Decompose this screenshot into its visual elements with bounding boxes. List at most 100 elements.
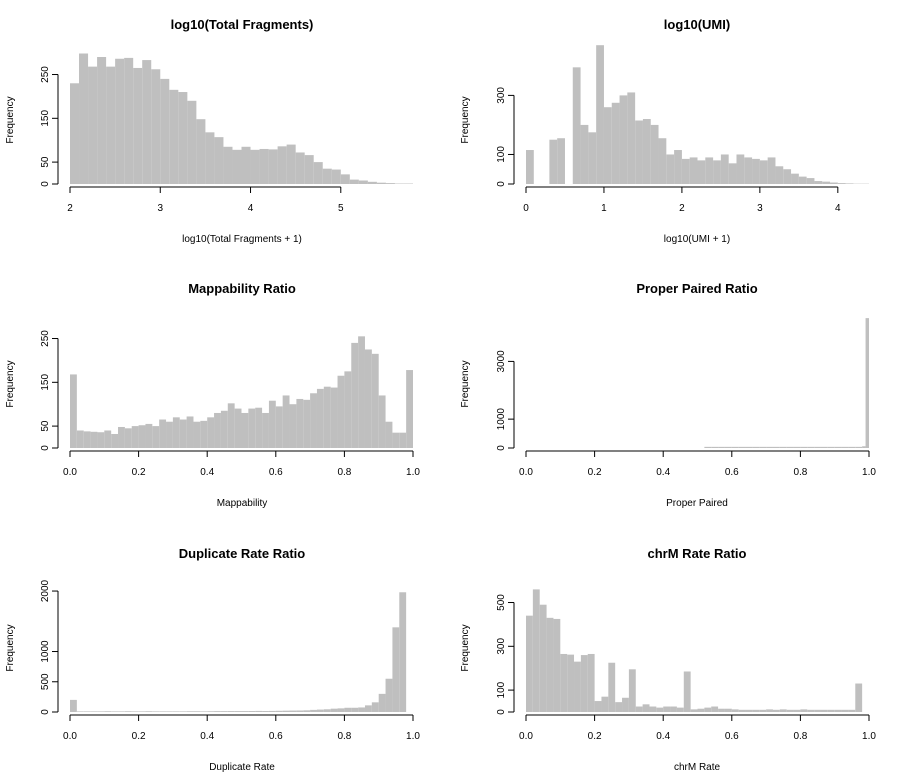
y-axis-label: Frequency (460, 624, 471, 671)
panel-title: log10(Total Fragments) (171, 17, 314, 32)
x-tick-label: 0.4 (656, 731, 670, 742)
histogram-bar (834, 446, 842, 448)
x-tick-label: 1.0 (862, 731, 876, 742)
y-axis: 0 50 150 250 (40, 330, 59, 451)
histogram-bar (767, 157, 776, 184)
y-tick-label: 0 (40, 709, 51, 715)
y-tick-label: 150 (40, 374, 51, 391)
panel-title: Duplicate Rate Ratio (179, 546, 305, 561)
x-tick-label: 4 (835, 203, 841, 214)
histogram-bar (268, 400, 276, 448)
histogram-bar (160, 78, 170, 184)
histogram-bar (207, 711, 215, 712)
histogram-bar (627, 92, 636, 184)
histogram-bar (323, 386, 331, 448)
histogram-bar (814, 181, 823, 184)
histogram-bar (200, 420, 208, 448)
histogram-bar (820, 446, 828, 448)
histogram-bar (588, 132, 597, 184)
histogram-bar (642, 704, 650, 712)
bars (526, 45, 869, 184)
y-axis: 0 100 300 (496, 87, 515, 187)
histogram-bar (358, 180, 368, 184)
x-tick-label: 0.8 (793, 731, 807, 742)
x-tick-label: 0.0 (519, 731, 533, 742)
histogram-bar (255, 710, 263, 712)
histogram-bar (683, 671, 691, 712)
bars (70, 336, 413, 448)
histogram-bar (316, 388, 324, 448)
panel-title: chrM Rate Ratio (648, 546, 747, 561)
histogram-bar (88, 66, 98, 184)
histogram-bar (104, 430, 112, 448)
histogram-bar (200, 711, 208, 712)
x-tick-label: 0.2 (132, 467, 146, 478)
histogram-bar (772, 446, 780, 448)
histogram-bar (97, 711, 105, 712)
x-tick-label: 0.8 (337, 467, 351, 478)
x-tick-label: 0.0 (63, 467, 77, 478)
histogram-bar (697, 160, 706, 184)
histogram-bar (649, 706, 657, 712)
histogram-bar (681, 158, 690, 184)
histogram-bar (286, 144, 296, 184)
histogram-bar (227, 711, 235, 712)
histogram-bar (378, 693, 386, 712)
histogram-bar (220, 711, 228, 712)
histogram-bar (133, 67, 143, 184)
histogram-bar (172, 417, 180, 448)
histogram-bar (406, 370, 413, 448)
histogram-bar (232, 149, 242, 184)
histogram-bar (793, 446, 801, 448)
histogram-bar (594, 701, 602, 712)
histogram-bar (331, 169, 341, 184)
x-tick-label: 0.8 (793, 467, 807, 478)
histogram-bar (546, 617, 554, 712)
histogram-bar (178, 92, 188, 184)
histogram-bar (214, 711, 221, 712)
histogram-bar (295, 152, 305, 184)
histogram-bar (820, 709, 828, 712)
histogram-bar (752, 709, 760, 712)
x-tick-label: 0.0 (519, 467, 533, 478)
x-axis-label: Proper Paired (666, 498, 728, 509)
histogram-bar (619, 95, 628, 184)
histogram-bar (90, 431, 98, 448)
histogram-bar (268, 149, 278, 184)
histogram-bar (539, 604, 547, 712)
panel-chrm-rate: chrM Rate Ratio Frequency chrM Rate 0.0 0… (460, 546, 876, 773)
x-axis: 0.0 0.2 0.4 0.6 0.8 1.0 (519, 714, 876, 742)
histogram-bar (313, 162, 323, 184)
y-tick-label: 500 (40, 673, 51, 690)
histogram-bar (841, 709, 849, 712)
histogram-bar (259, 148, 269, 184)
histogram-bar (152, 426, 160, 448)
histogram-bar (90, 711, 98, 712)
histogram-bar (106, 66, 116, 184)
y-tick-label: 50 (40, 156, 51, 168)
y-axis: 0 1000 3000 (496, 350, 515, 451)
histogram-bar (275, 710, 283, 712)
histogram-bar (255, 407, 263, 448)
histogram-bar (196, 119, 206, 184)
histogram-bar (145, 423, 153, 448)
histogram-bar (783, 169, 792, 184)
histogram-bar (656, 707, 664, 712)
histogram-bar (234, 711, 242, 712)
histogram-bar (371, 353, 379, 448)
histogram-bar (807, 709, 815, 712)
panel-mappability: Mappability Ratio Frequency Mappability … (5, 281, 420, 509)
histogram-bar (574, 661, 581, 712)
y-tick-label: 250 (40, 66, 51, 83)
histogram-bar (186, 711, 194, 712)
histogram-bar (205, 132, 215, 184)
histogram-bar (526, 150, 534, 184)
panel-total-fragments: log10(Total Fragments) Frequency log10(T… (5, 17, 413, 245)
histogram-bar (596, 45, 604, 184)
histogram-bar (344, 707, 352, 712)
x-axis: 2 3 4 5 (67, 186, 344, 214)
histogram-bar (223, 146, 233, 184)
x-tick-label: 0.6 (725, 467, 739, 478)
histogram-bar (282, 395, 290, 448)
histogram-bar (704, 446, 712, 448)
